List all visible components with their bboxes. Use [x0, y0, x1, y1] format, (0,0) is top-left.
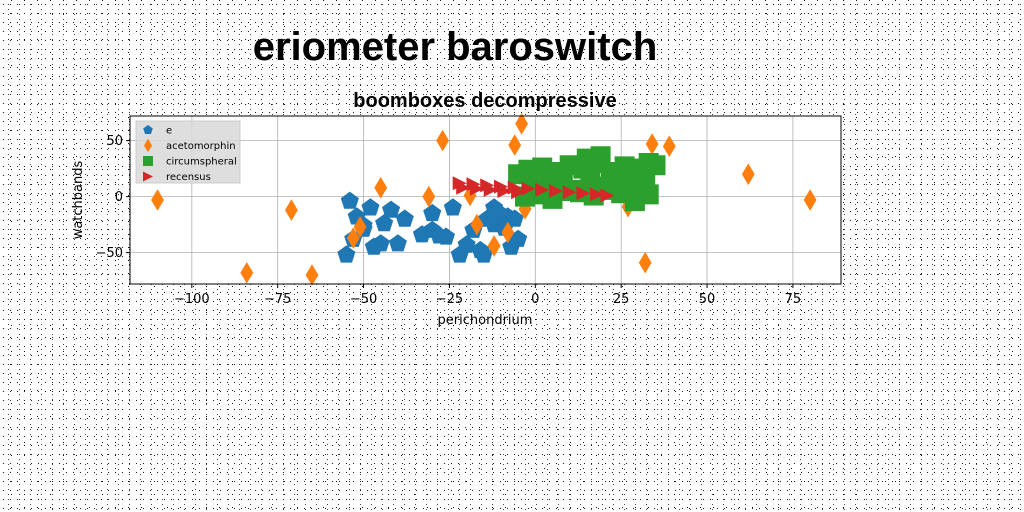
- data-point-acetomorphin: [353, 216, 367, 238]
- legend-marker-circumspheral: [143, 156, 153, 166]
- data-point-e: [375, 214, 394, 232]
- data-point-acetomorphin: [501, 221, 515, 244]
- data-point-acetomorphin: [803, 189, 817, 211]
- x-tick-label: 25: [613, 292, 630, 307]
- data-point-acetomorphin: [436, 129, 449, 152]
- data-point-recensus: [456, 180, 471, 195]
- data-point-acetomorphin: [487, 235, 501, 257]
- data-point-acetomorphin: [638, 251, 652, 274]
- data-point-recensus: [548, 184, 563, 198]
- x-tick-label: −100: [174, 292, 210, 307]
- legend-marker-recensus: [143, 171, 153, 182]
- data-point-acetomorphin: [305, 264, 319, 286]
- data-point-recensus: [511, 185, 526, 200]
- data-point-recensus: [497, 184, 512, 198]
- y-tick-label: 50: [106, 134, 123, 149]
- legend-label-circumspheral: circumspheral: [166, 157, 237, 168]
- data-point-acetomorphin: [508, 134, 522, 156]
- data-point-e: [340, 191, 359, 209]
- data-point-e: [423, 203, 442, 222]
- data-point-acetomorphin: [240, 262, 254, 284]
- data-point-recensus: [469, 181, 484, 196]
- y-axis-label: watchbands: [71, 160, 86, 239]
- x-tick-label: −75: [264, 292, 291, 307]
- x-tick-label: −50: [350, 292, 377, 307]
- data-point-acetomorphin: [741, 163, 755, 185]
- data-point-e: [450, 245, 469, 263]
- data-point-acetomorphin: [662, 135, 676, 157]
- legend-label-recensus: recensus: [166, 172, 211, 183]
- legend-marker-e: [143, 125, 153, 134]
- x-tick-label: 75: [785, 292, 802, 307]
- data-point-e: [382, 200, 401, 218]
- chart-title: boomboxes decompressive: [353, 90, 616, 112]
- data-point-e: [361, 198, 380, 216]
- data-point-acetomorphin: [515, 113, 528, 135]
- axis-ticks: −100 −75 −50 −25 0 25 50 75 −50 0 50: [96, 134, 802, 307]
- legend-label-e: e: [166, 126, 172, 137]
- data-point-recensus: [576, 186, 591, 201]
- legend-marker-acetomorphin: [144, 138, 152, 153]
- plot-area-frame: [129, 115, 842, 285]
- data-point-acetomorphin: [422, 185, 436, 208]
- y-tick-label: 0: [115, 190, 123, 205]
- x-tick-label: −25: [436, 292, 463, 307]
- data-point-recensus: [562, 185, 577, 200]
- x-tick-label: 0: [531, 292, 539, 307]
- data-point-circumspheral: [638, 184, 659, 205]
- data-point-acetomorphin: [470, 213, 484, 236]
- grid-lines: [130, 116, 841, 284]
- legend-box: [135, 120, 241, 184]
- y-tick-label: −50: [96, 246, 123, 261]
- data-point-acetomorphin: [285, 199, 298, 221]
- x-axis-label: perichondrium: [438, 313, 533, 328]
- x-tick-label: 50: [699, 292, 716, 307]
- data-point-e: [485, 198, 504, 216]
- legend: e acetomorphin circumspheral recensus: [135, 120, 241, 184]
- data-point-e: [437, 227, 455, 245]
- data-point-acetomorphin: [374, 176, 388, 199]
- data-point-e: [364, 237, 383, 255]
- data-point-e: [412, 225, 431, 243]
- data-marks: [151, 113, 817, 286]
- data-point-e: [509, 229, 528, 247]
- data-point-e: [443, 198, 462, 216]
- data-point-e: [388, 234, 407, 252]
- data-point-circumspheral: [590, 146, 611, 167]
- data-point-circumspheral: [631, 164, 652, 185]
- data-point-e: [395, 209, 414, 227]
- data-point-recensus: [590, 187, 605, 202]
- data-point-e: [505, 209, 524, 227]
- data-point-acetomorphin: [151, 189, 164, 211]
- data-point-acetomorphin: [346, 227, 360, 249]
- data-point-recensus: [535, 182, 550, 197]
- figure-suptitle: eriometer baroswitch: [253, 25, 658, 69]
- data-point-recensus: [600, 188, 615, 203]
- data-point-acetomorphin: [645, 133, 659, 155]
- data-point-e: [337, 245, 356, 263]
- data-point-recensus: [521, 181, 536, 196]
- data-point-recensus: [483, 182, 498, 197]
- data-point-e: [474, 245, 493, 263]
- legend-label-acetomorphin: acetomorphin: [166, 141, 236, 152]
